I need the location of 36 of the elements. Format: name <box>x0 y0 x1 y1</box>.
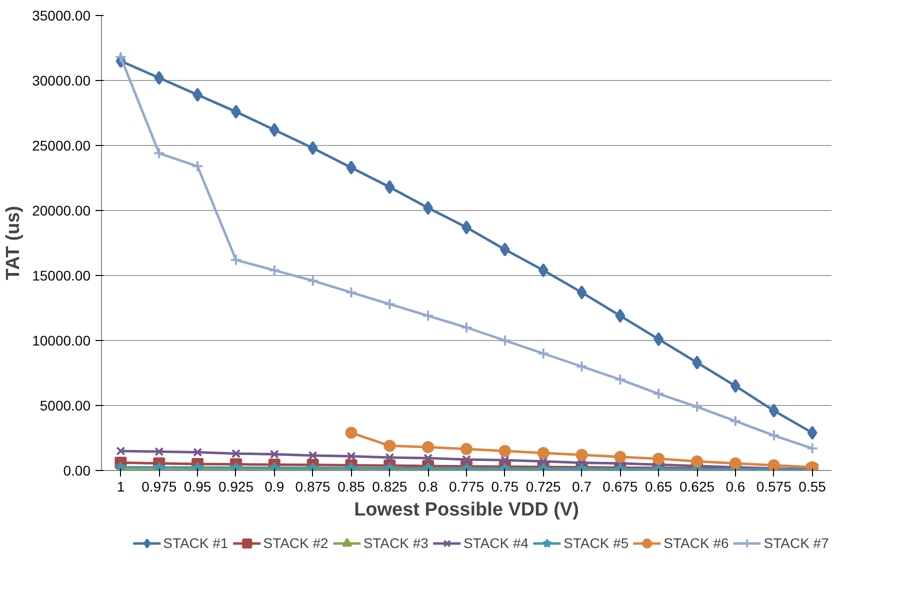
x-tick-label: 0.775 <box>448 478 484 494</box>
x-tick-label: 0.65 <box>644 478 672 494</box>
x-tick-label: 0.825 <box>372 478 408 494</box>
x-tick-label: 0.9 <box>264 478 284 494</box>
legend-label: STACK #1 <box>163 535 228 551</box>
legend-label: STACK #4 <box>463 535 529 551</box>
x-tick-label: 0.875 <box>295 478 331 494</box>
x-tick-label: 0.85 <box>338 478 366 494</box>
y-axis-title: TAT (us) <box>3 206 24 280</box>
x-tick-label: 0.55 <box>798 478 826 494</box>
legend-label: STACK #7 <box>764 535 829 551</box>
x-tick-label: 0.725 <box>526 478 562 494</box>
y-tick-label: 15000.00 <box>32 268 91 284</box>
x-tick-label: 0.95 <box>184 478 212 494</box>
x-tick-label: 0.975 <box>142 478 177 494</box>
x-tick-label: 0.925 <box>218 478 254 494</box>
x-tick-label: 0.625 <box>680 478 715 494</box>
y-tick-label: 25000.00 <box>32 138 91 154</box>
y-tick-label: 10000.00 <box>32 332 91 348</box>
x-axis-title: Lowest Possible VDD (V) <box>354 500 579 520</box>
x-tick-label: 0.675 <box>602 478 638 494</box>
legend-label: STACK #6 <box>664 535 729 551</box>
y-tick-label: 0.00 <box>63 462 91 478</box>
y-tick-label: 35000.00 <box>32 8 91 24</box>
y-tick-label: 20000.00 <box>32 202 91 218</box>
x-tick-label: 0.7 <box>572 478 592 494</box>
x-tick-label: 0.75 <box>491 478 519 494</box>
y-tick-label: 5000.00 <box>40 398 91 414</box>
x-tick-label: 0.6 <box>726 478 746 494</box>
x-tick-label: 0.575 <box>756 478 792 494</box>
legend-label: STACK #5 <box>564 535 629 551</box>
legend-label: STACK #3 <box>363 535 428 551</box>
x-tick-label: 0.8 <box>418 478 438 494</box>
y-tick-label: 30000.00 <box>32 72 91 88</box>
x-tick-label: 1 <box>116 478 125 494</box>
legend-label: STACK #2 <box>263 535 328 551</box>
